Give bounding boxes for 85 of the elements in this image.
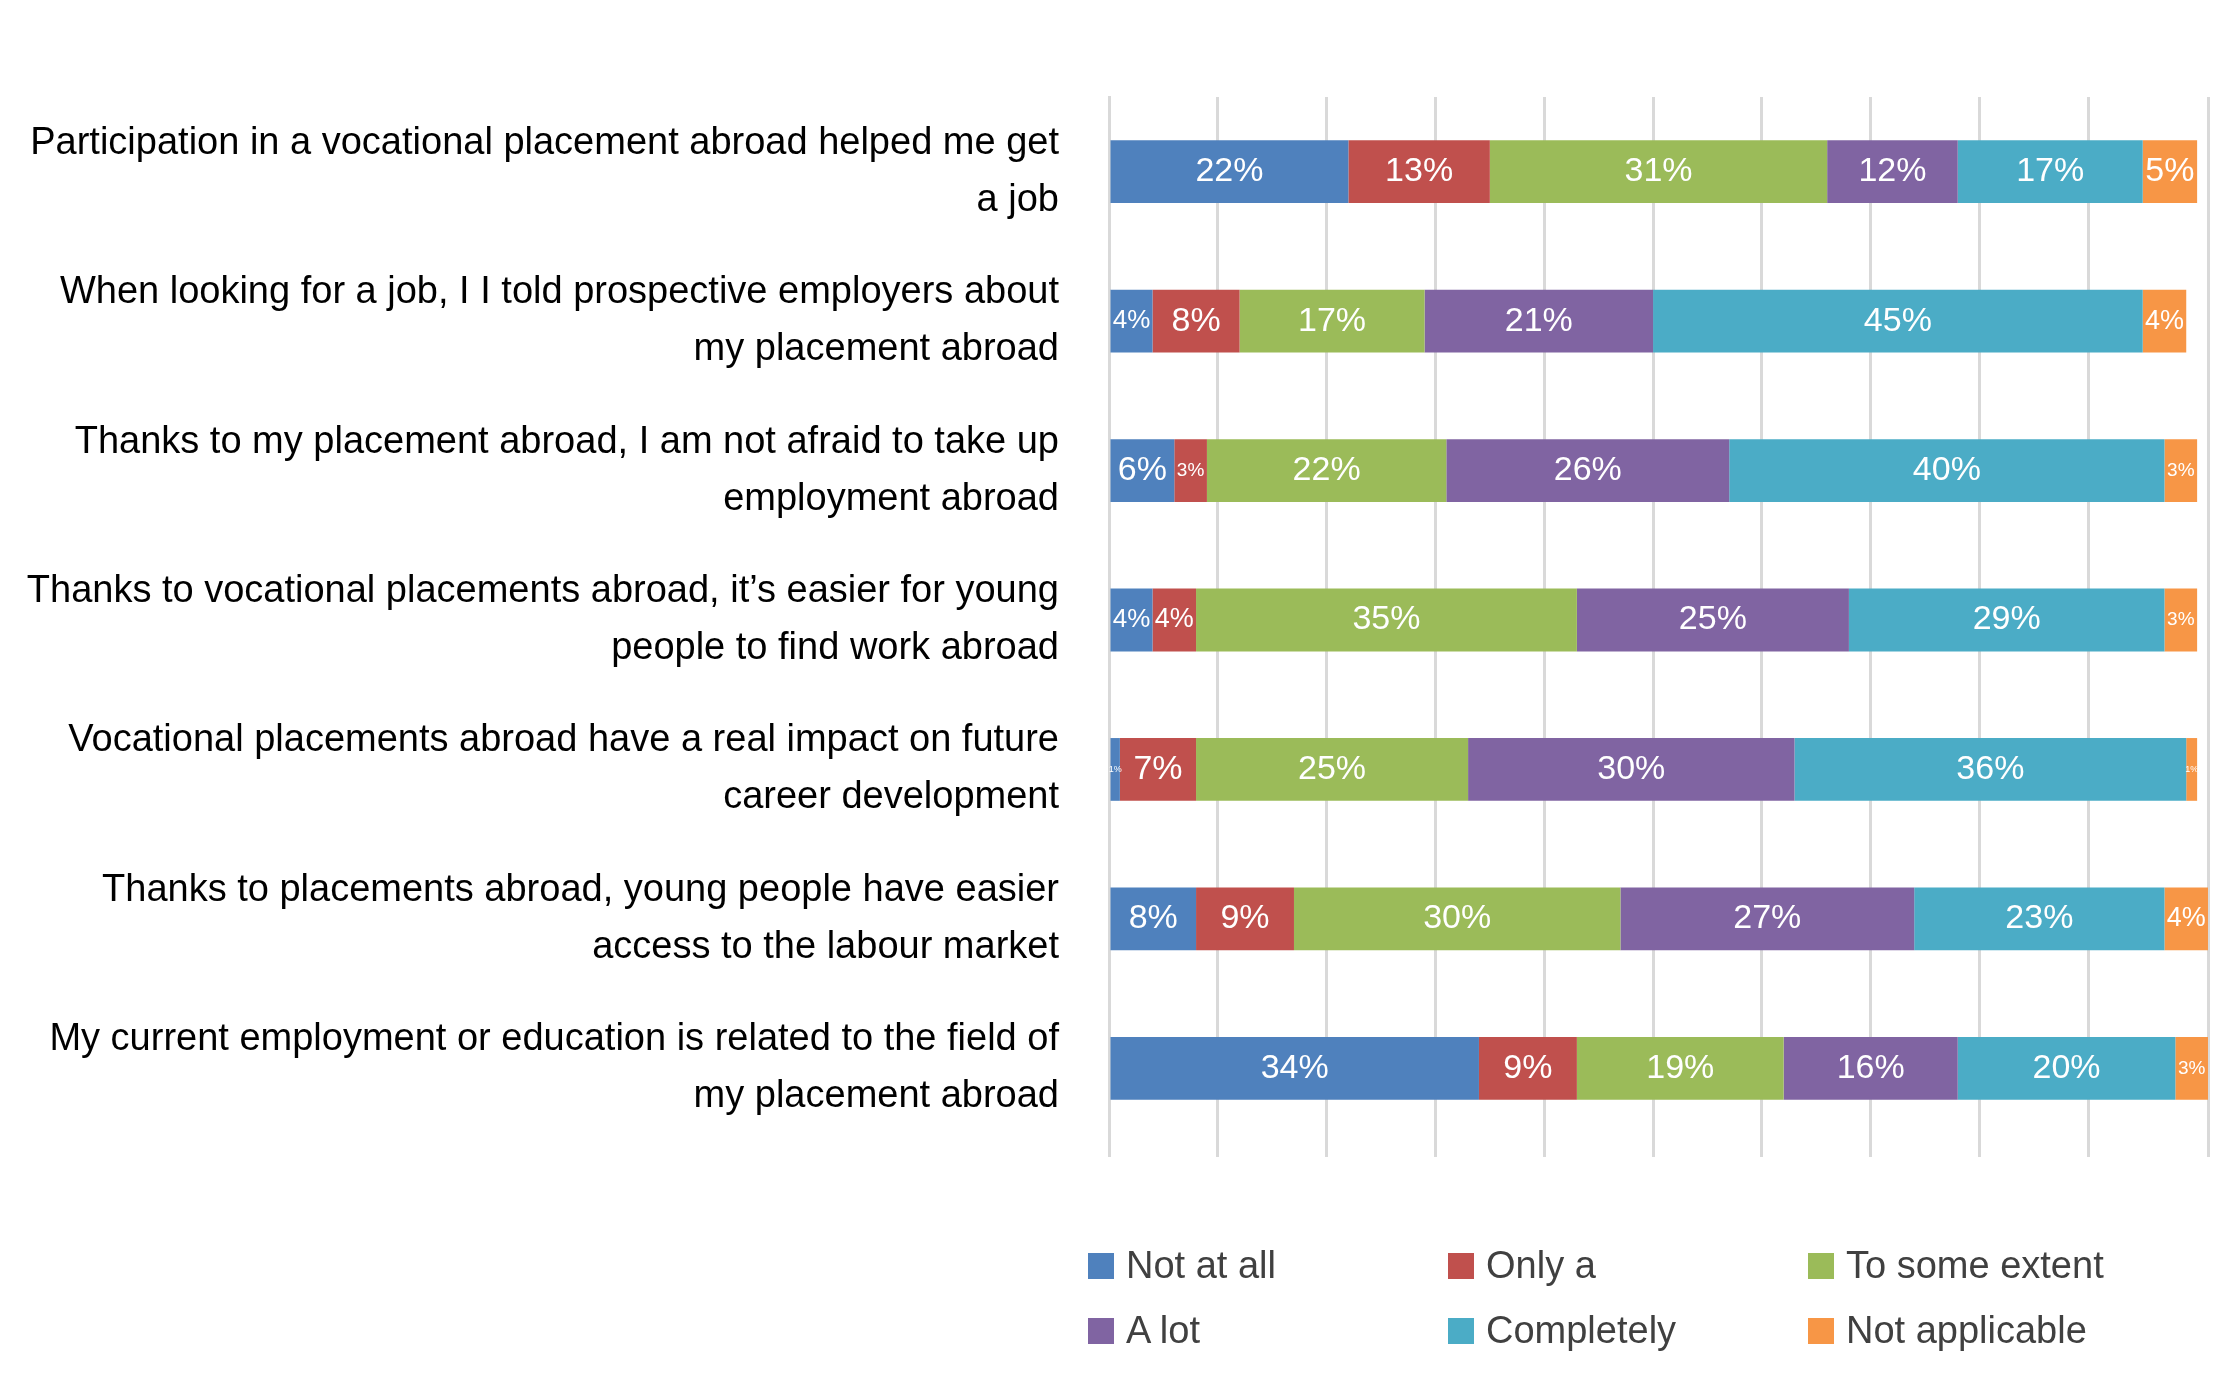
data-label: 4% bbox=[1112, 304, 1151, 335]
bar bbox=[1196, 887, 1294, 951]
data-label: 5% bbox=[2145, 150, 2195, 189]
data-label: 9% bbox=[1220, 897, 1270, 936]
data-label: 27% bbox=[1733, 897, 1802, 936]
data-label: 8% bbox=[1128, 897, 1178, 936]
data-label: 25% bbox=[1678, 598, 1747, 637]
data-label: 4% bbox=[1112, 603, 1151, 634]
data-label: 4% bbox=[2144, 304, 2184, 335]
bar bbox=[1206, 439, 1447, 502]
bar bbox=[1239, 289, 1425, 353]
data-label: 19% bbox=[1646, 1046, 1715, 1085]
data-label: 4% bbox=[1154, 603, 1194, 634]
bar bbox=[2175, 1036, 2208, 1100]
bar bbox=[1110, 887, 1197, 951]
bar bbox=[1957, 1036, 2176, 1100]
bar bbox=[1110, 140, 1349, 204]
bar bbox=[2164, 588, 2198, 652]
bar bbox=[1478, 1036, 1577, 1100]
bar bbox=[1576, 588, 1849, 652]
bar bbox=[1348, 140, 1490, 204]
legend-label: Not applicable bbox=[1846, 1309, 2087, 1352]
data-label: 3% bbox=[1176, 458, 1205, 480]
data-label: 17% bbox=[1298, 299, 1367, 338]
data-label: 22% bbox=[1195, 150, 1264, 189]
bar bbox=[1196, 588, 1577, 652]
bar bbox=[1196, 738, 1469, 801]
y-tick-label: My current employment or education is related to the field of my placement abroad bbox=[49, 1016, 1060, 1116]
bar bbox=[1174, 439, 1207, 502]
legend-label: A lot bbox=[1126, 1309, 1200, 1352]
legend-label: To some extent bbox=[1846, 1244, 2104, 1287]
bar bbox=[1293, 887, 1621, 951]
data-label: 30% bbox=[1423, 897, 1492, 936]
data-label: 30% bbox=[1597, 747, 1666, 786]
data-label: 13% bbox=[1385, 150, 1454, 189]
bar bbox=[2164, 439, 2198, 502]
y-tick-label: When looking for a job, I I told prospective employers about my placement abroad bbox=[59, 269, 1060, 369]
data-label: 9% bbox=[1503, 1046, 1553, 1085]
bar bbox=[1653, 289, 2143, 353]
data-label: 3% bbox=[2167, 458, 2195, 480]
data-label: 40% bbox=[1912, 448, 1981, 487]
data-label: 26% bbox=[1553, 448, 1622, 487]
bar bbox=[1827, 140, 1958, 204]
y-tick-label: Thanks to placements abroad, young people have easier access to the labour market bbox=[102, 866, 1060, 966]
data-label: 17% bbox=[2016, 150, 2085, 189]
data-label: 23% bbox=[2005, 897, 2074, 936]
bar bbox=[1783, 1036, 1958, 1100]
data-label: 35% bbox=[1352, 598, 1421, 637]
bar bbox=[1914, 887, 2165, 951]
bar bbox=[1152, 289, 1240, 353]
legend-label: Only a bbox=[1486, 1244, 1596, 1287]
data-label: 16% bbox=[1836, 1046, 1905, 1085]
data-label: 7% bbox=[1133, 747, 1183, 786]
y-tick-label: Thanks to vocational placements abroad, it’s easier for young people to find work abroad bbox=[26, 567, 1059, 667]
bar bbox=[1620, 887, 1915, 951]
data-label: 6% bbox=[1117, 448, 1167, 487]
data-label: 34% bbox=[1260, 1046, 1329, 1085]
bar bbox=[1576, 1036, 1784, 1100]
data-label: 45% bbox=[1863, 299, 1932, 338]
legend-label: Completely bbox=[1486, 1309, 1677, 1352]
data-label: 22% bbox=[1292, 448, 1361, 487]
bar bbox=[1794, 738, 2187, 801]
y-tick-label: Vocational placements abroad have a real impact on future career development bbox=[68, 717, 1060, 817]
legend-label: Not at all bbox=[1126, 1244, 1276, 1287]
data-label: 12% bbox=[1858, 150, 1927, 189]
bar bbox=[1446, 439, 1730, 502]
data-label: 36% bbox=[1956, 747, 2025, 786]
data-label: 3% bbox=[2167, 608, 2195, 630]
data-label: 29% bbox=[1972, 598, 2041, 637]
data-label: 31% bbox=[1624, 150, 1693, 189]
data-label: 4% bbox=[2166, 902, 2206, 933]
bar bbox=[1110, 1036, 1479, 1100]
data-label: 25% bbox=[1298, 747, 1367, 786]
bar bbox=[1468, 738, 1795, 801]
data-label: 21% bbox=[1504, 299, 1573, 338]
bar bbox=[1424, 289, 1654, 353]
bar bbox=[1848, 588, 2165, 652]
bar bbox=[1729, 439, 2165, 502]
bar bbox=[1489, 140, 1828, 204]
data-label: 8% bbox=[1171, 299, 1221, 338]
data-label: 3% bbox=[2177, 1056, 2206, 1078]
data-label: 20% bbox=[2032, 1046, 2101, 1085]
y-tick-label: Participation in a vocational placement abroad helped me get a job bbox=[30, 119, 1060, 219]
bar bbox=[1957, 140, 2143, 204]
y-tick-label: Thanks to my placement abroad, I am not afraid to take up employment abroad bbox=[74, 418, 1059, 518]
